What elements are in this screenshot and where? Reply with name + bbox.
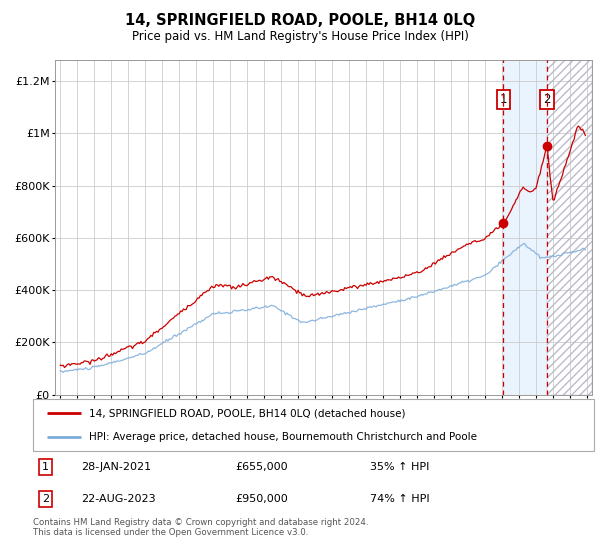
Text: 1: 1 <box>500 92 507 106</box>
Text: £655,000: £655,000 <box>235 462 287 472</box>
Text: £950,000: £950,000 <box>235 494 288 504</box>
Text: 28-JAN-2021: 28-JAN-2021 <box>80 462 151 472</box>
Text: Contains HM Land Registry data © Crown copyright and database right 2024.
This d: Contains HM Land Registry data © Crown c… <box>33 518 368 538</box>
Text: 74% ↑ HPI: 74% ↑ HPI <box>370 494 429 504</box>
Bar <box>547 60 592 395</box>
Bar <box>503 60 547 395</box>
Text: 22-AUG-2023: 22-AUG-2023 <box>80 494 155 504</box>
Text: 2: 2 <box>42 494 49 504</box>
Text: Price paid vs. HM Land Registry's House Price Index (HPI): Price paid vs. HM Land Registry's House … <box>131 30 469 43</box>
Text: 14, SPRINGFIELD ROAD, POOLE, BH14 0LQ (detached house): 14, SPRINGFIELD ROAD, POOLE, BH14 0LQ (d… <box>89 408 406 418</box>
Text: 35% ↑ HPI: 35% ↑ HPI <box>370 462 429 472</box>
Bar <box>547 60 592 395</box>
Text: HPI: Average price, detached house, Bournemouth Christchurch and Poole: HPI: Average price, detached house, Bour… <box>89 432 477 442</box>
FancyBboxPatch shape <box>33 399 594 451</box>
Text: 1: 1 <box>42 462 49 472</box>
Text: 2: 2 <box>543 92 551 106</box>
Text: 14, SPRINGFIELD ROAD, POOLE, BH14 0LQ: 14, SPRINGFIELD ROAD, POOLE, BH14 0LQ <box>125 13 475 28</box>
